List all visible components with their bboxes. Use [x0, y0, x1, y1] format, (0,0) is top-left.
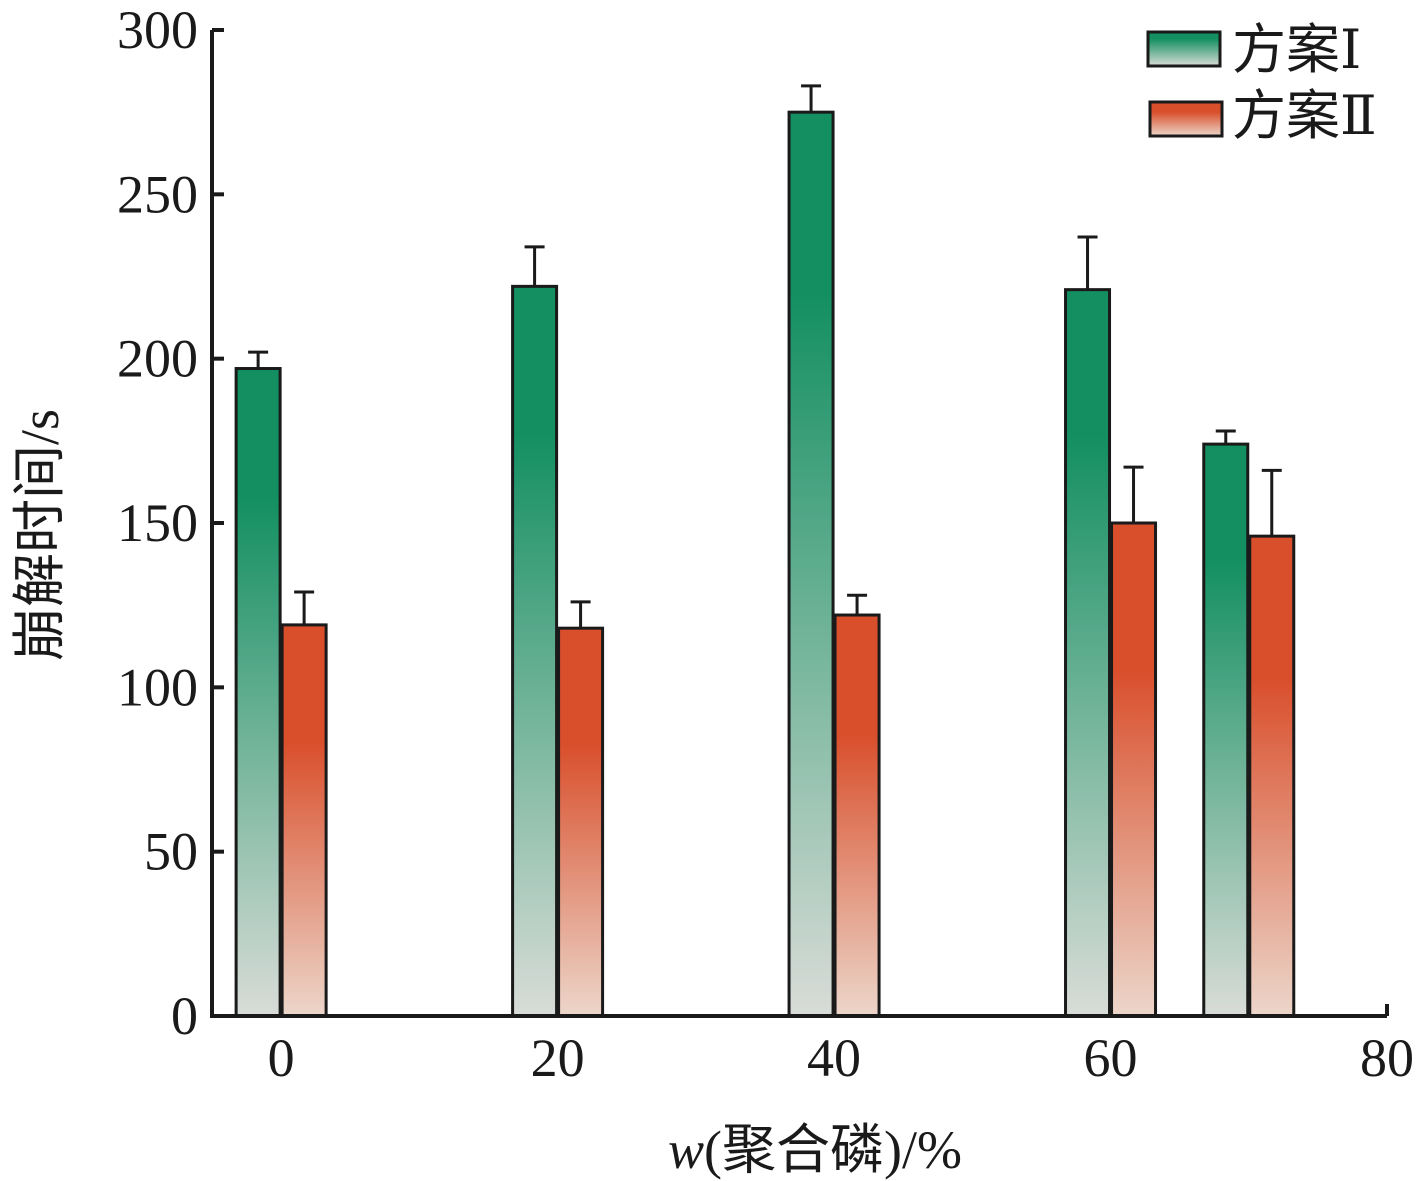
- x-tick-label: 80: [1360, 1028, 1414, 1088]
- y-axis-ticks: 0 50 100 150 200 250 300: [117, 0, 224, 1046]
- y-axis-title: 崩解时间/s: [10, 409, 70, 661]
- legend-swatch-series-2: [1148, 100, 1224, 138]
- y-tick-label: 200: [117, 329, 198, 389]
- bar-series-1: [511, 284, 559, 1018]
- legend-swatch-series-1: [1146, 30, 1222, 68]
- legend: 方案Ⅰ 方案Ⅱ: [1146, 20, 1377, 146]
- x-tick-label: 20: [531, 1028, 585, 1088]
- x-axis-title-rest: (聚合磷)/%: [704, 1120, 962, 1180]
- bar-series-2: [280, 623, 328, 1018]
- bar-series-2: [557, 626, 605, 1018]
- x-axis-title-variable: w: [668, 1120, 704, 1180]
- x-tick-label: 0: [268, 1028, 295, 1088]
- error-bars-group: [248, 84, 1282, 629]
- bar-series-2: [1110, 521, 1158, 1018]
- y-tick-label: 50: [144, 822, 198, 882]
- legend-label-series-1: 方案Ⅰ: [1232, 20, 1361, 80]
- bars-group: [234, 110, 1296, 1018]
- y-tick-label: 250: [117, 164, 198, 224]
- legend-label-series-2: 方案Ⅱ: [1232, 86, 1377, 146]
- x-axis-title: w(聚合磷)/%: [668, 1120, 962, 1180]
- y-tick-label: 150: [117, 493, 198, 553]
- bar-series-2: [1248, 534, 1296, 1018]
- x-tick-label: 60: [1084, 1028, 1138, 1088]
- y-tick-label: 0: [171, 986, 198, 1046]
- bar-series-1: [1202, 442, 1250, 1018]
- y-tick-label: 300: [117, 0, 198, 60]
- y-tick-label: 100: [117, 657, 198, 717]
- bar-series-1: [1064, 288, 1112, 1018]
- bar-series-1: [787, 110, 835, 1018]
- x-tick-label: 40: [807, 1028, 861, 1088]
- bar-series-1: [234, 367, 282, 1018]
- bar-series-2: [833, 613, 881, 1018]
- x-axis-ticks: 0 20 40 60 80: [268, 1004, 1414, 1088]
